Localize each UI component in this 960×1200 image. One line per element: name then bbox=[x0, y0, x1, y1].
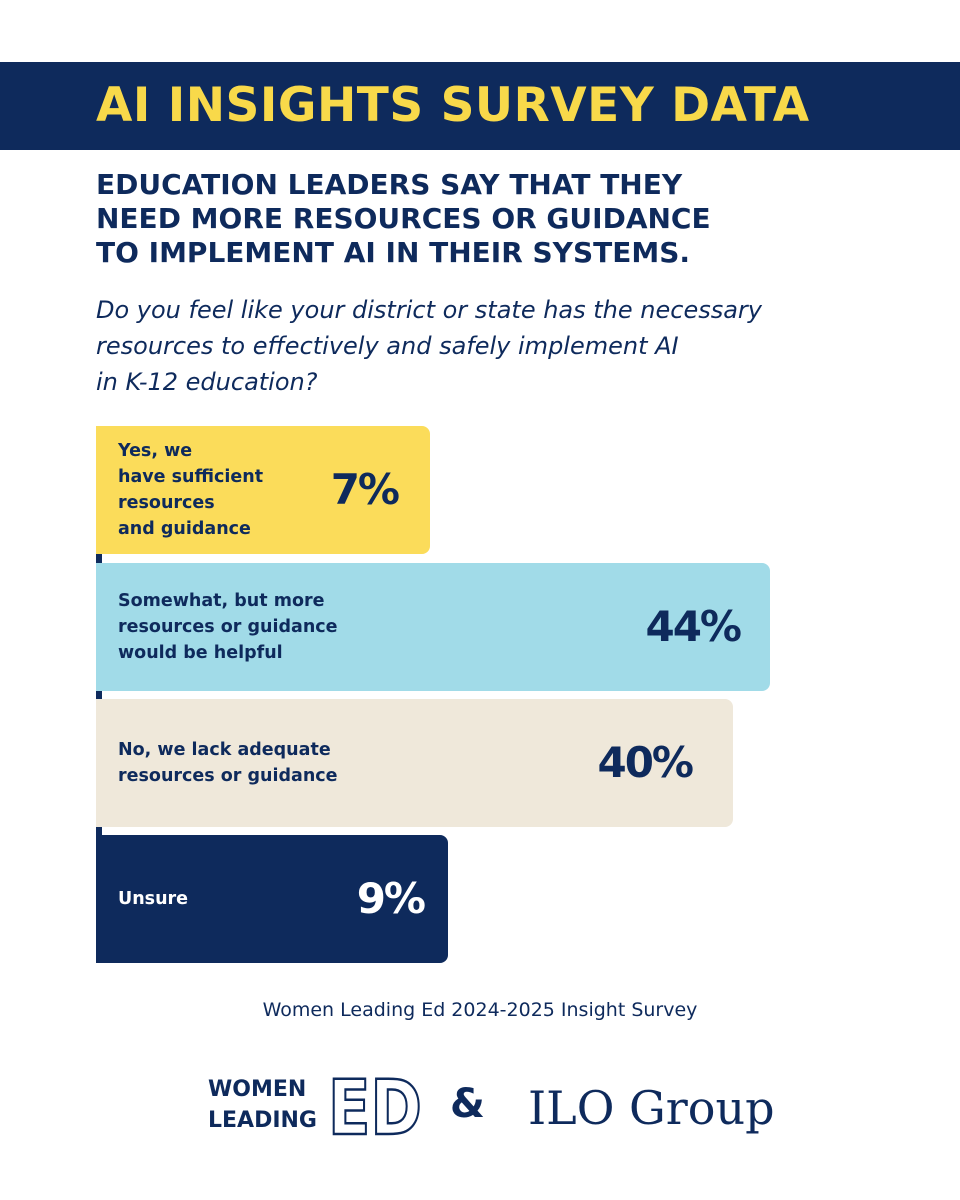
women-leading-ed-logo: WOMEN LEADING ED bbox=[208, 1074, 423, 1138]
banner-title: AI INSIGHTS SURVEY DATA bbox=[96, 78, 810, 133]
question-line: Do you feel like your district or state … bbox=[96, 296, 762, 324]
ed-logo-mark: ED bbox=[328, 1074, 423, 1138]
bar-label: Unsure bbox=[118, 889, 189, 909]
question-line: in K-12 education? bbox=[96, 368, 318, 396]
bar-4 bbox=[96, 835, 448, 963]
source-note: Women Leading Ed 2024-2025 Insight Surve… bbox=[262, 999, 698, 1021]
question-line: resources to effectively and safely impl… bbox=[96, 332, 679, 360]
bar-label: Yes, we have sufficient resources and gu… bbox=[118, 441, 264, 539]
chart-axis-line bbox=[96, 426, 102, 963]
headline: EDUCATION LEADERS SAY THAT THEY NEED MOR… bbox=[96, 168, 916, 270]
title-banner bbox=[0, 62, 960, 150]
headline-line: EDUCATION LEADERS SAY THAT THEY bbox=[96, 168, 683, 201]
bar-value-label: 7% bbox=[330, 465, 400, 514]
bar-3 bbox=[96, 699, 733, 827]
bar-value-label: 40% bbox=[597, 738, 694, 787]
women-leading-logo-text: WOMEN LEADING bbox=[208, 1077, 317, 1133]
ilo-group-logo: ILO Group bbox=[528, 1081, 775, 1135]
ampersand: & bbox=[450, 1081, 485, 1127]
bar-value-label: 44% bbox=[645, 602, 742, 651]
bar-2 bbox=[96, 563, 770, 691]
bar-value-label: 9% bbox=[356, 874, 426, 923]
survey-question: Do you feel like your district or state … bbox=[96, 292, 916, 400]
ed-logo-text: ED bbox=[328, 1074, 422, 1138]
bar-1 bbox=[96, 426, 430, 554]
headline-line: NEED MORE RESOURCES OR GUIDANCE bbox=[96, 202, 711, 235]
bar-label: Somewhat, but more resources or guidance… bbox=[118, 591, 338, 663]
headline-line: TO IMPLEMENT AI IN THEIR SYSTEMS. bbox=[96, 236, 691, 269]
bar-label: No, we lack adequate resources or guidan… bbox=[118, 740, 338, 786]
